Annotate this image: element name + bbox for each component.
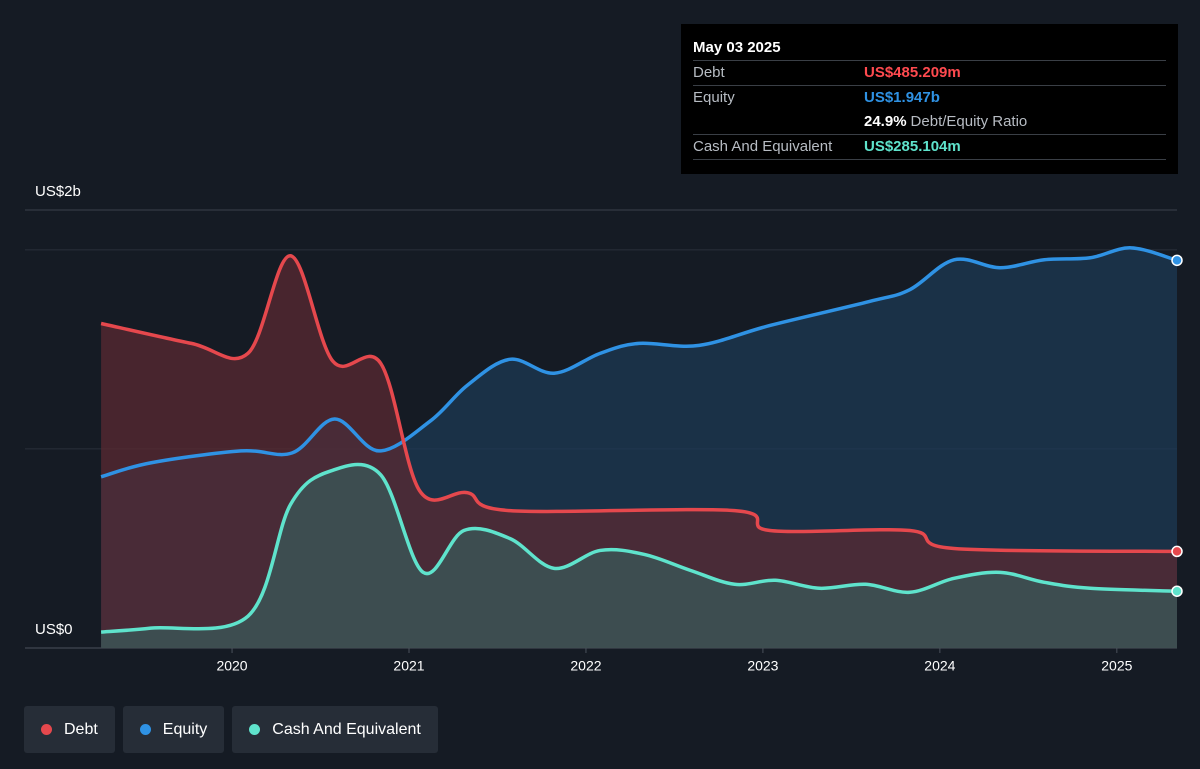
legend-item[interactable]: Equity [122,706,225,753]
x-tick-label: 2021 [393,658,424,674]
tooltip: May 03 2025 Debt US$485.209m Equity US$1… [681,24,1178,174]
end-marker [1171,254,1183,267]
tooltip-spacer [693,110,864,134]
x-tick-label: 2022 [570,658,601,674]
tooltip-value: US$285.104m [864,138,961,155]
y-tick-label: US$2b [35,183,81,200]
legend-item[interactable]: Debt [24,706,115,753]
tooltip-ratio: 24.9% [864,113,907,130]
tooltip-label: Equity [693,89,735,106]
tooltip-label: Debt [693,64,725,81]
legend-dot [249,724,261,735]
legend: Debt Equity Cash And Equivalent [24,706,438,753]
end-marker [1171,585,1183,597]
line [100,246,1178,479]
tooltip-row: Cash And Equivalent US$285.104m [693,134,1166,160]
legend-dot [41,724,52,735]
tooltip-row: Debt US$485.209m [693,60,1166,85]
tooltip-date: May 03 2025 [693,39,781,56]
tooltip-row: 24.9% Debt/Equity Ratio [693,110,1166,134]
tooltip-value: US$485.209m [864,64,961,81]
legend-dot [139,724,151,735]
tooltip-label: Cash And Equivalent [693,138,833,155]
end-marker [1171,545,1183,558]
legend-label: Cash And Equivalent [272,720,421,738]
tooltip-ratio-label: Debt/Equity Ratio [910,113,1028,130]
legend-item[interactable]: Cash And Equivalent [232,706,438,753]
x-tick-label: 2023 [747,658,778,674]
x-tick-label: 2025 [1101,658,1132,674]
x-tick-label: 2024 [924,658,955,674]
legend-label: Debt [64,720,98,738]
legend-label: Equity [162,720,208,738]
x-tick-label: 2020 [216,658,247,674]
area [101,464,1177,648]
tooltip-value: US$1.947b [864,89,940,106]
line [100,462,1178,634]
line [100,254,1178,554]
tooltip-row: Equity US$1.947b [693,85,1166,110]
y-tick-label: US$0 [35,621,73,638]
